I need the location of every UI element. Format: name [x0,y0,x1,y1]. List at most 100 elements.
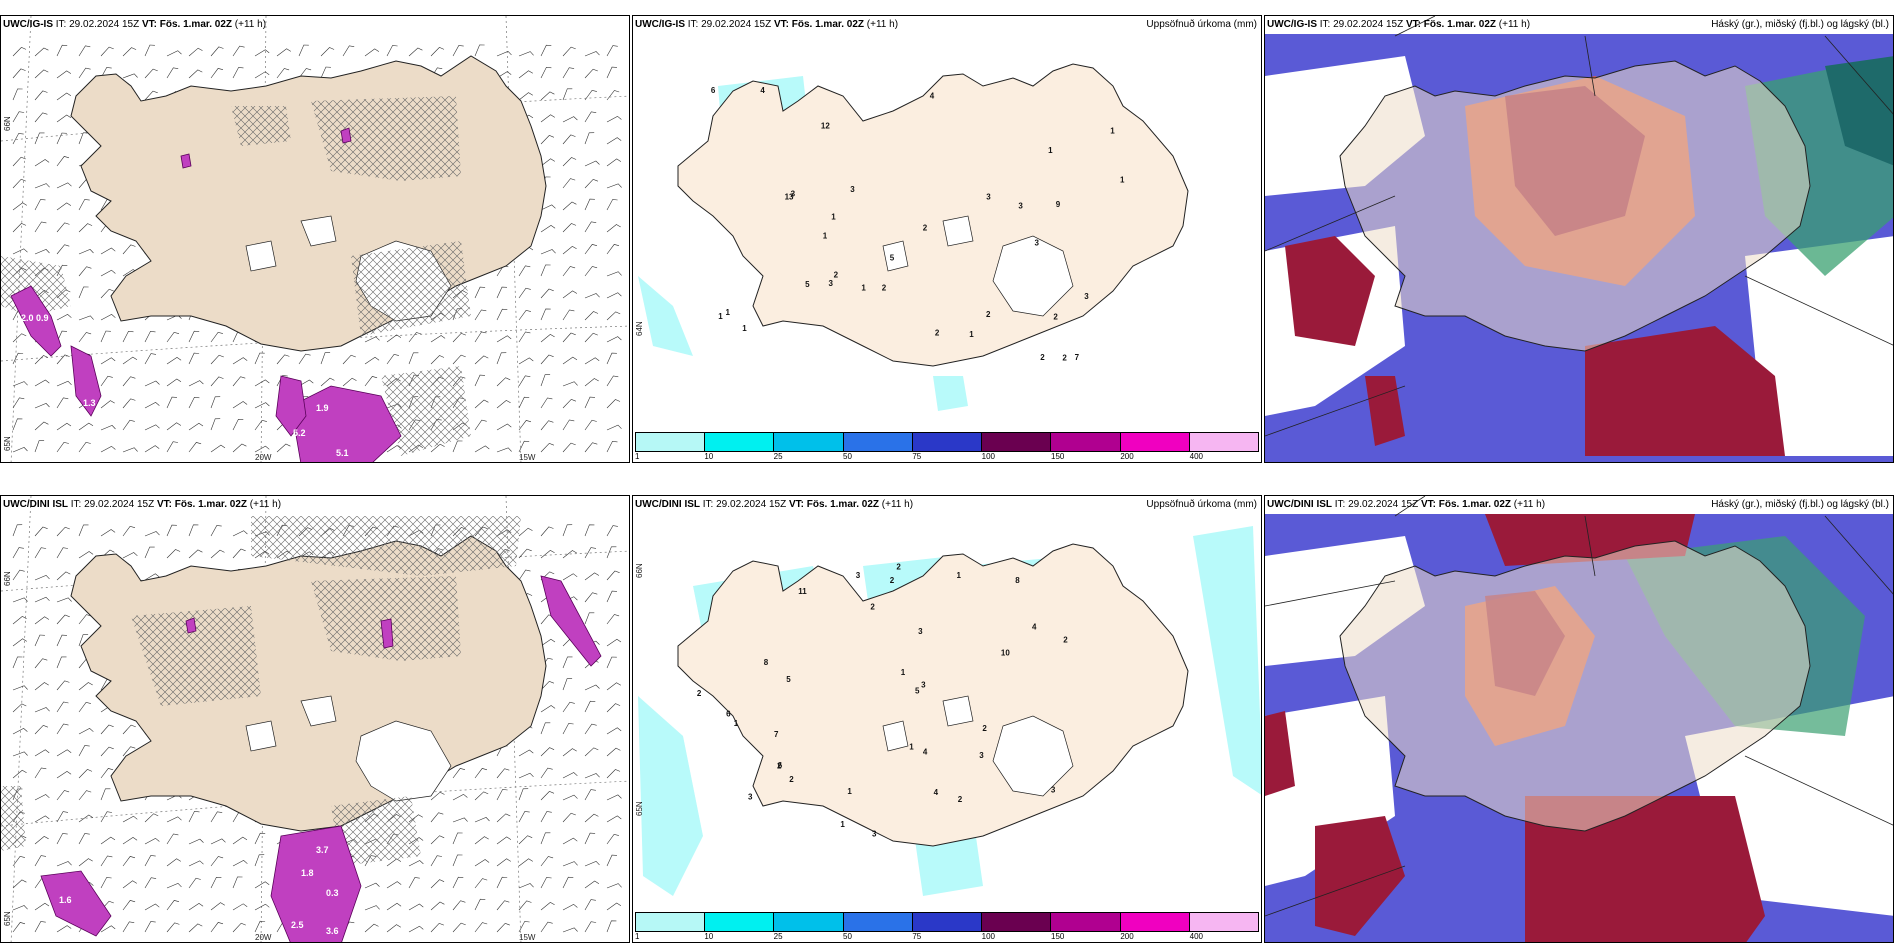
wind-barb [100,400,115,409]
precip-value: 1 [901,668,906,677]
wind-barb [188,860,204,867]
precip-value: 3 [1018,202,1023,211]
precip-value: 3 [850,185,855,194]
wind-barb [408,352,419,365]
panel-title: UWC/IG-IS IT: 29.02.2024 15Z VT: Fös. 1.… [1267,19,1531,30]
wind-barb [540,550,555,559]
wind-barb [210,922,224,933]
wind-barb [166,858,181,867]
wind-barb [100,836,116,845]
wind-barb [34,749,50,757]
wind-barb [166,524,177,537]
precip-value: 8 [764,658,769,667]
wind-barb [584,51,600,57]
precip-value: 7 [774,730,779,739]
wind-barb [540,680,555,691]
wind-barb [78,315,94,321]
wind-barb [12,223,27,233]
wind-barb [584,221,597,233]
wind-barb [122,376,136,387]
wind-barb [518,527,533,537]
precip-colorbar: 1 10 25 50 75 100 150 200 400 [635,912,1259,941]
wind-barb [562,748,577,757]
wind-barb [78,199,90,211]
wind-barb [562,398,577,409]
wind-barb [34,440,45,453]
precip-value: 2 [1040,353,1045,362]
wind-barb [12,728,28,735]
wind-barb [540,856,554,867]
wind-barb [56,397,69,409]
wind-barb [100,724,114,735]
wind-barb [584,68,598,79]
wind-barb [540,722,551,735]
wind-value: 1.9 [316,403,329,413]
wind-barb [584,89,597,101]
wind-barb [100,247,116,255]
precip-value: 1 [840,820,845,829]
wind-barb [584,899,596,911]
wind-barb [452,832,463,845]
wind-barb [584,442,598,453]
wind-barb [12,685,28,691]
precip-value: 11 [798,587,807,596]
wind-barb [452,922,466,933]
wind-barb [496,789,508,801]
wind-barb [254,379,270,387]
wind-barb [298,379,314,387]
precip-value: 1 [861,284,866,293]
wind-barb [540,354,554,365]
wind-barb [78,45,91,57]
wind-barb [606,440,618,453]
wind-barb [540,526,554,537]
wind-barb [56,92,72,101]
wind-barb [562,573,578,581]
wind-barb [100,768,114,779]
wind-barb [584,293,600,299]
wind-barb [584,832,596,845]
wind-barb [210,444,226,453]
wind-barb [144,546,155,559]
panel-title: UWC/DINI ISL IT: 29.02.2024 15Z VT: Fös.… [1267,499,1546,510]
wind-barb [12,397,25,409]
colorbar-label: 10 [704,452,714,461]
wind-barb [12,381,28,387]
wind-barb [518,883,534,889]
wind-barb [56,156,70,167]
colorbar-swatch [1120,433,1190,451]
wind-barb [496,813,511,823]
wind-barb [584,357,600,365]
wind-barb [122,837,138,845]
wind-barb [144,330,156,343]
wind-barb [430,901,445,911]
wind-barb [122,73,138,79]
wind-barb [122,921,135,933]
wind-barb [518,811,530,823]
wind-barb [100,855,113,867]
wind-barb [166,900,180,911]
precip-value: 4 [923,747,928,756]
wind-barb [584,684,600,691]
wind-barb [584,244,598,255]
wind-barb [12,156,26,167]
wind-barb [56,656,67,669]
wind-barb [584,547,597,559]
precip-value: 5 [915,687,920,696]
wind-barb [540,308,551,321]
wind-barb [540,225,556,233]
wind-barb [518,788,529,801]
precip-value: 1 [734,719,739,728]
wind-barb [320,66,331,79]
wind-barb [100,811,113,823]
precip-value: 5 [890,253,895,262]
wind-barb [12,597,28,603]
wind-barb [12,248,28,255]
wind-barb [254,854,265,867]
wind-barb [474,286,486,299]
wind-barb [584,860,600,867]
wind-barb [56,182,72,189]
wind-barb [78,858,93,867]
wind-barb [78,67,91,79]
precip-value: 3 [1051,786,1056,795]
